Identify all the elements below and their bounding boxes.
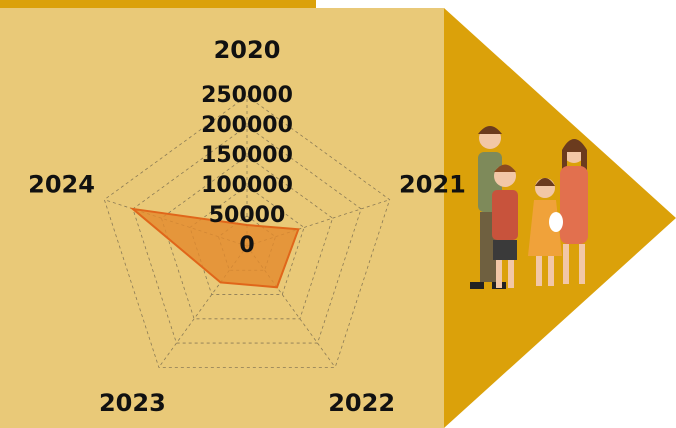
tick-label: 50000 xyxy=(209,203,286,228)
grid-ring xyxy=(103,95,391,368)
category-label: 2023 xyxy=(99,389,166,417)
tick-label: 200000 xyxy=(201,113,293,138)
grid-ring xyxy=(189,185,305,295)
data-area xyxy=(129,207,300,289)
panel xyxy=(0,8,444,428)
family-illustration xyxy=(470,126,588,289)
category-label: 2024 xyxy=(28,171,95,199)
category-label: 2020 xyxy=(214,36,281,64)
category-label: 2022 xyxy=(328,389,395,417)
category-label: 2021 xyxy=(399,171,466,199)
grid-ring xyxy=(160,155,334,320)
tick-label: 150000 xyxy=(201,143,293,168)
tick-label: 100000 xyxy=(201,173,293,198)
tick-label: 250000 xyxy=(201,83,293,108)
tick-label: 0 xyxy=(239,233,254,258)
top-bar xyxy=(0,0,316,8)
